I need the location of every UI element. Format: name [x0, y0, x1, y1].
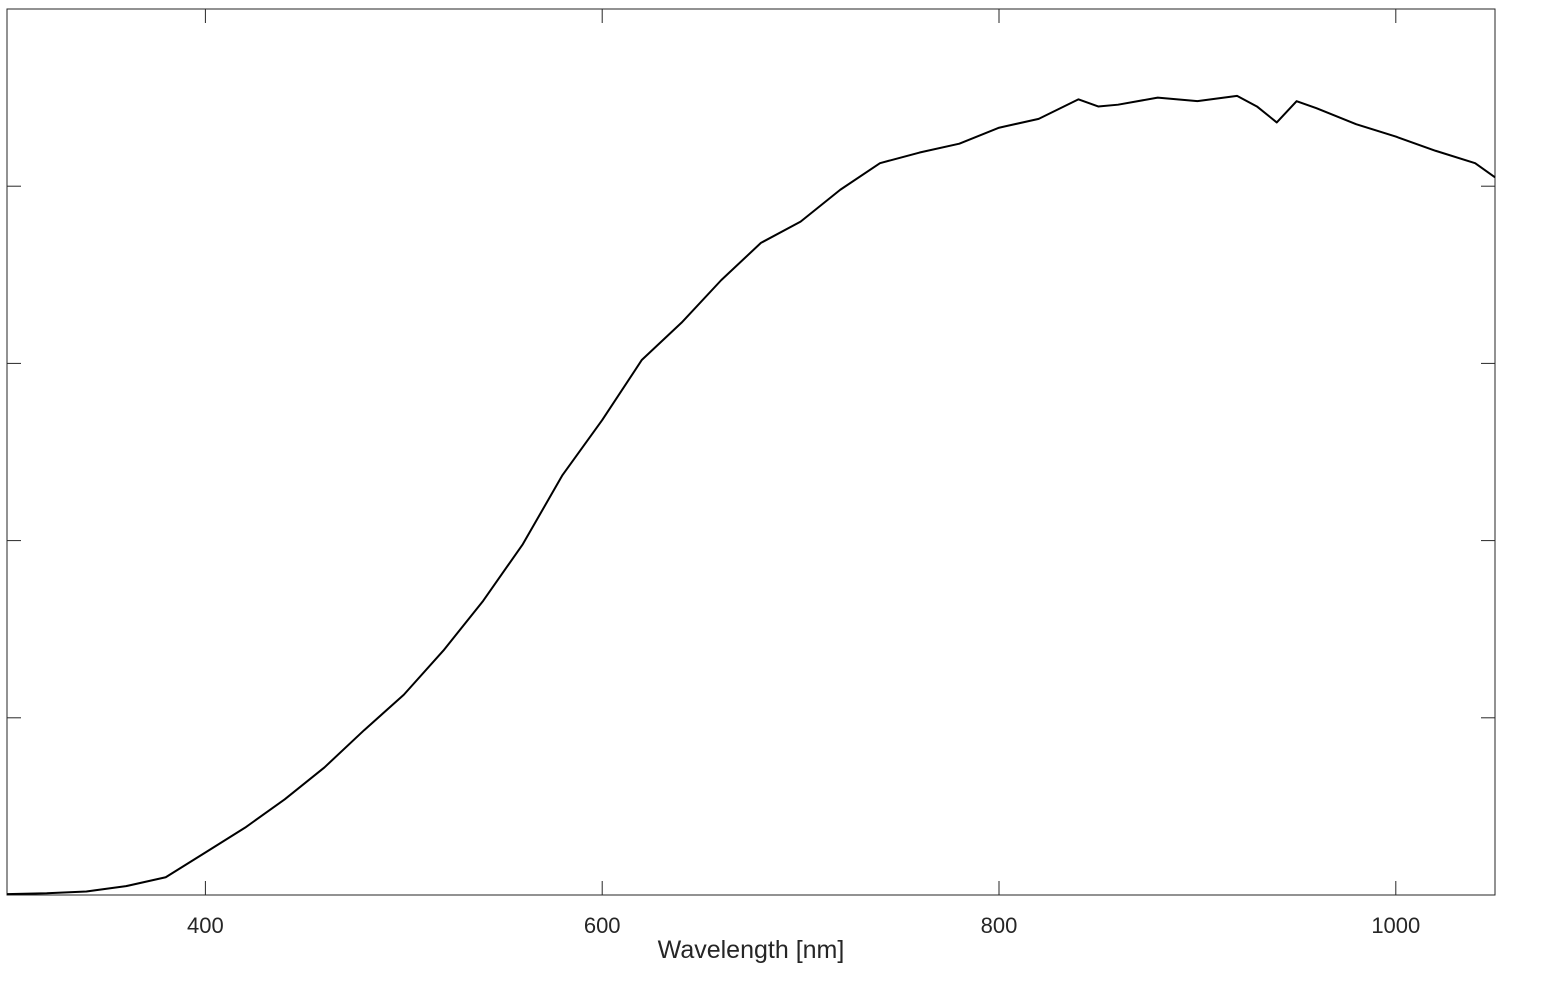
x-axis-label: Wavelength [nm] [658, 936, 845, 964]
data-line [6, 94, 1496, 896]
x-tick-label: 1000 [1371, 913, 1420, 938]
plot-frame [6, 8, 1496, 896]
x-tick-label: 800 [981, 913, 1018, 938]
x-tick-label: 400 [187, 913, 224, 938]
x-tick-label: 600 [584, 913, 621, 938]
